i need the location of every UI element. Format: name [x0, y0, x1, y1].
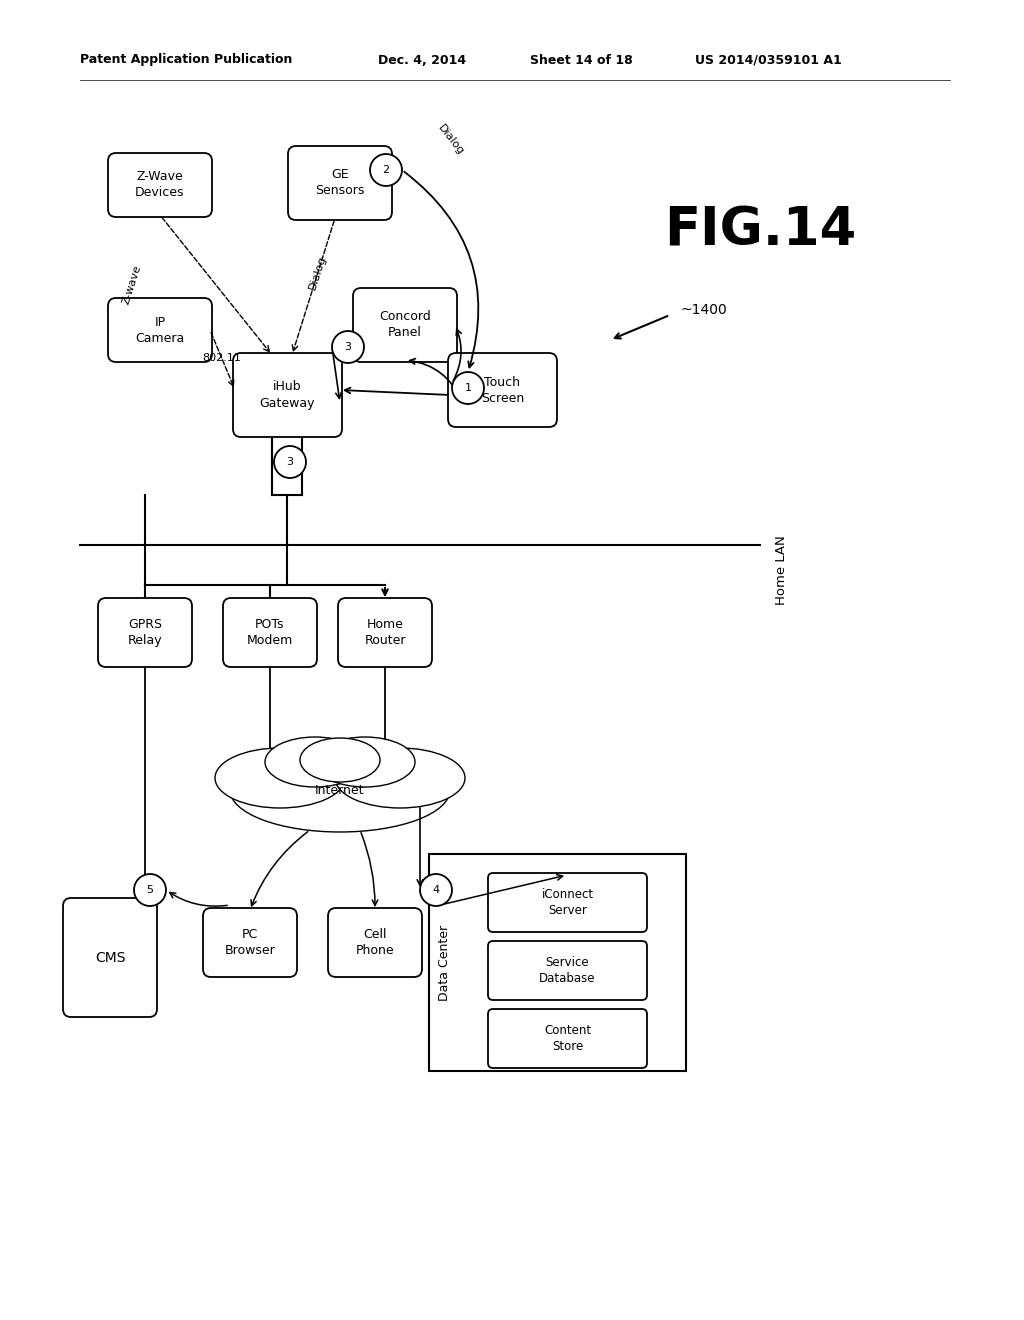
FancyBboxPatch shape	[488, 873, 647, 932]
Text: Internet: Internet	[315, 784, 365, 796]
FancyBboxPatch shape	[288, 147, 392, 220]
Circle shape	[420, 874, 452, 906]
Circle shape	[134, 874, 166, 906]
Circle shape	[370, 154, 402, 186]
FancyBboxPatch shape	[223, 598, 317, 667]
Text: Home
Router: Home Router	[365, 618, 406, 647]
Text: Concord
Panel: Concord Panel	[379, 310, 431, 339]
FancyBboxPatch shape	[353, 288, 457, 362]
Circle shape	[332, 331, 364, 363]
Text: Cell
Phone: Cell Phone	[355, 928, 394, 957]
Text: FIG.14: FIG.14	[664, 205, 856, 256]
Text: GE
Sensors: GE Sensors	[315, 169, 365, 198]
Ellipse shape	[230, 748, 450, 832]
Text: IP
Camera: IP Camera	[135, 315, 184, 345]
Text: 5: 5	[146, 884, 154, 895]
Text: CMS: CMS	[95, 950, 125, 965]
Text: 1: 1	[465, 383, 471, 393]
FancyBboxPatch shape	[429, 854, 686, 1071]
Ellipse shape	[215, 748, 345, 808]
Text: POTs
Modem: POTs Modem	[247, 618, 293, 647]
Text: Z-Wave
Devices: Z-Wave Devices	[135, 170, 184, 199]
Text: Content
Store: Content Store	[544, 1024, 591, 1053]
Circle shape	[274, 446, 306, 478]
Text: Service
Database: Service Database	[540, 956, 596, 985]
Text: GPRS
Relay: GPRS Relay	[128, 618, 163, 647]
FancyBboxPatch shape	[108, 153, 212, 216]
Ellipse shape	[300, 738, 380, 781]
FancyBboxPatch shape	[63, 898, 157, 1016]
FancyBboxPatch shape	[328, 908, 422, 977]
Circle shape	[452, 372, 484, 404]
Text: 802.11: 802.11	[203, 352, 242, 363]
FancyBboxPatch shape	[449, 352, 557, 426]
Ellipse shape	[335, 748, 465, 808]
FancyBboxPatch shape	[233, 352, 342, 437]
Text: Dialog: Dialog	[436, 123, 466, 157]
Text: Touch
Screen: Touch Screen	[481, 375, 524, 404]
Text: Home LAN: Home LAN	[775, 535, 788, 605]
Text: 3: 3	[287, 457, 294, 467]
Text: 4: 4	[432, 884, 439, 895]
Text: ~1400: ~1400	[680, 304, 727, 317]
Text: iConnect
Server: iConnect Server	[542, 888, 594, 917]
FancyBboxPatch shape	[108, 298, 212, 362]
FancyBboxPatch shape	[488, 1008, 647, 1068]
Ellipse shape	[315, 737, 415, 787]
Text: US 2014/0359101 A1: US 2014/0359101 A1	[695, 54, 842, 66]
Text: 3: 3	[344, 342, 351, 352]
Text: Patent Application Publication: Patent Application Publication	[80, 54, 293, 66]
Text: Data Center: Data Center	[437, 924, 451, 1001]
FancyBboxPatch shape	[338, 598, 432, 667]
FancyBboxPatch shape	[203, 908, 297, 977]
Ellipse shape	[265, 737, 365, 787]
Text: PC
Browser: PC Browser	[224, 928, 275, 957]
Text: Sheet 14 of 18: Sheet 14 of 18	[530, 54, 633, 66]
FancyBboxPatch shape	[488, 941, 647, 1001]
Text: Dec. 4, 2014: Dec. 4, 2014	[378, 54, 466, 66]
Text: Dialog: Dialog	[308, 255, 329, 292]
Text: Z-wave: Z-wave	[121, 264, 143, 306]
Text: iHub
Gateway: iHub Gateway	[260, 380, 315, 409]
FancyBboxPatch shape	[98, 598, 193, 667]
Text: 2: 2	[382, 165, 389, 176]
